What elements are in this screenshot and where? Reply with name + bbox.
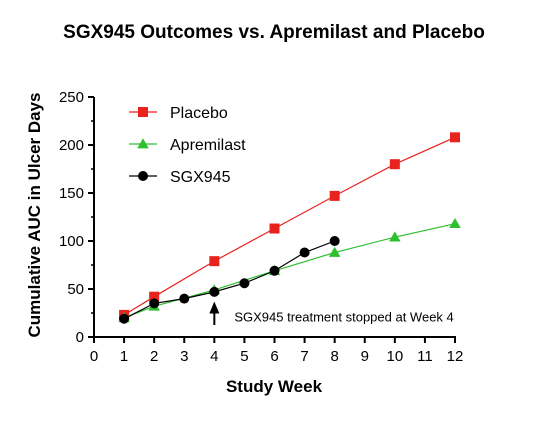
series-sgx945 — [119, 236, 340, 324]
legend: Placebo Apremilast SGX945 — [129, 105, 246, 186]
x-tick-label: 8 — [330, 348, 338, 365]
legend-marker-apremilast — [137, 138, 149, 149]
annotation-arrow-head — [209, 301, 220, 314]
legend-marker-placebo — [138, 107, 148, 117]
legend-label-sgx945: SGX945 — [170, 169, 231, 186]
series-line-apremilast — [123, 223, 456, 319]
data-point-sgx945 — [299, 247, 310, 258]
data-point-sgx945 — [329, 236, 340, 246]
x-tick-label: 7 — [300, 348, 308, 365]
legend-item-placebo: Placebo — [129, 105, 228, 122]
series-line-sgx945 — [123, 240, 335, 320]
y-axis-label: Cumulative AUC in Ulcer Days — [25, 93, 44, 338]
y-tick-label: 250 — [59, 89, 84, 106]
x-tick-label: 5 — [240, 348, 248, 365]
data-point-placebo — [269, 223, 280, 234]
legend-label-placebo: Placebo — [170, 105, 228, 122]
data-point-apremilast — [328, 246, 341, 257]
chart-title: SGX945 Outcomes vs. Apremilast and Place… — [63, 22, 485, 43]
legend-label-apremilast: Apremilast — [170, 137, 246, 154]
legend-marker-sgx945 — [138, 171, 148, 181]
series-line-placebo — [123, 136, 456, 316]
x-tick-label: 10 — [386, 348, 403, 365]
x-tick-label: 12 — [447, 348, 464, 365]
data-point-placebo — [450, 132, 460, 143]
data-point-placebo — [149, 291, 160, 302]
data-point-sgx945 — [239, 278, 250, 289]
annotations: SGX945 treatment stopped at Week 4 — [209, 301, 454, 325]
y-tick-label: 100 — [59, 233, 84, 250]
data-point-sgx945 — [119, 313, 130, 324]
data-point-sgx945 — [209, 286, 220, 297]
data-point-apremilast — [389, 231, 401, 242]
y-tick-label: 50 — [67, 281, 84, 298]
x-tick-label: 4 — [210, 348, 218, 365]
series-placebo — [119, 132, 460, 320]
x-tick-label: 6 — [270, 348, 278, 365]
data-point-apremilast — [449, 217, 461, 229]
y-tick-label: 150 — [59, 185, 84, 202]
data-point-sgx945 — [149, 298, 160, 309]
x-tick-label: 3 — [180, 348, 188, 365]
legend-item-apremilast: Apremilast — [129, 137, 246, 154]
x-tick-label: 9 — [361, 348, 369, 365]
plot-series — [118, 132, 461, 324]
series-apremilast — [118, 217, 461, 323]
annotation-text: SGX945 treatment stopped at Week 4 — [234, 309, 453, 324]
data-point-placebo — [329, 190, 340, 201]
data-point-placebo — [209, 256, 220, 267]
x-tick-label: 2 — [150, 348, 158, 365]
x-tick-label: 11 — [417, 348, 433, 365]
y-tick-label: 0 — [76, 329, 84, 346]
data-point-placebo — [389, 159, 400, 170]
data-point-sgx945 — [179, 293, 190, 304]
x-tick-label: 1 — [120, 348, 128, 365]
x-axis-label: Study Week — [226, 377, 323, 396]
data-point-sgx945 — [269, 265, 280, 276]
y-tick-label: 200 — [59, 137, 84, 154]
x-tick-label: 0 — [90, 348, 98, 365]
legend-item-sgx945: SGX945 — [129, 169, 231, 186]
